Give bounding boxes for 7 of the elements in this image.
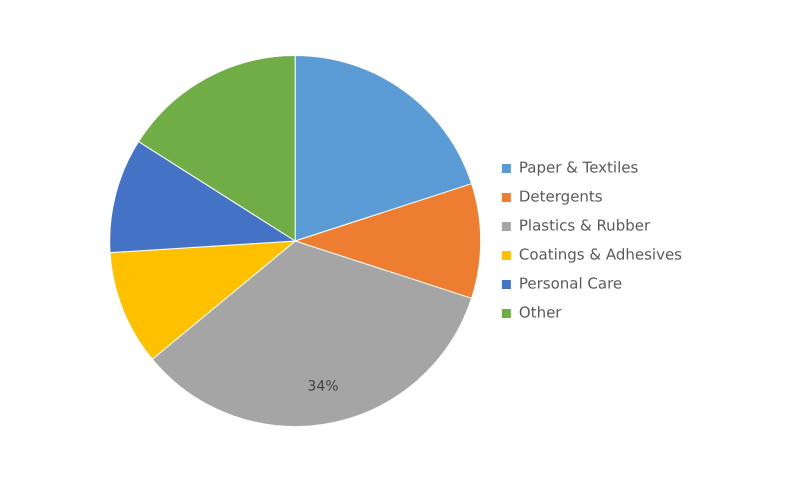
legend-label: Paper & Textiles (518, 158, 638, 176)
legend-label: Plastics & Rubber (518, 216, 651, 234)
data-label: 34% (307, 378, 339, 394)
legend-label: Personal Care (518, 274, 622, 292)
legend-label: Other (518, 303, 562, 322)
legend-label: Coatings & Adhesives (518, 245, 682, 264)
legend-label: Detergents (518, 187, 603, 206)
